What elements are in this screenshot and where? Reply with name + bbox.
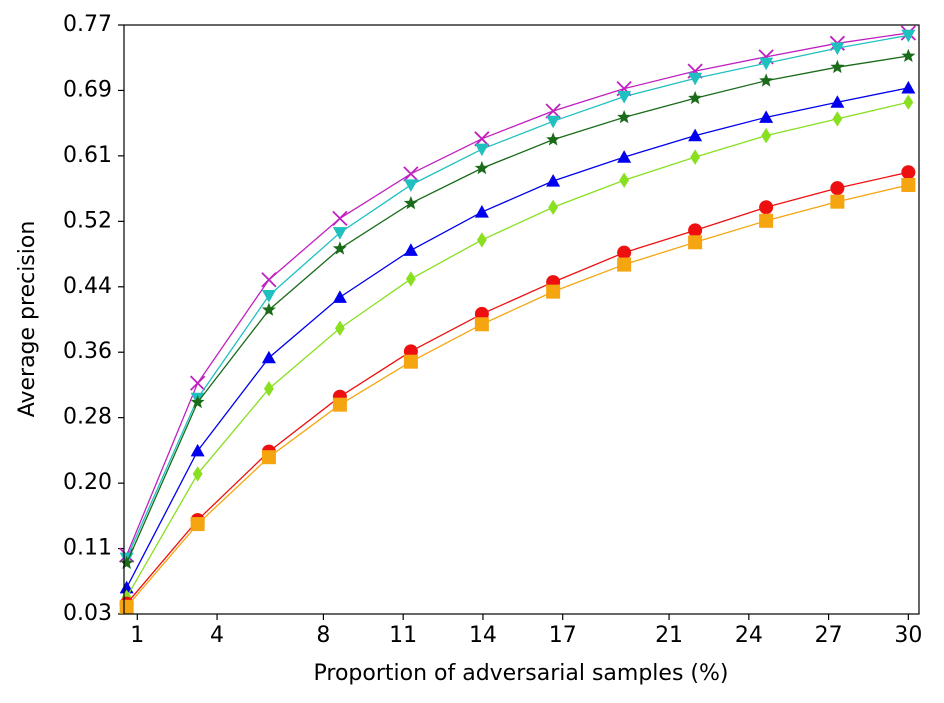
marker — [617, 91, 632, 104]
y-tick-label: 0.11 — [63, 536, 112, 561]
marker — [901, 165, 916, 180]
marker — [261, 350, 276, 364]
series-line — [126, 34, 909, 559]
marker — [617, 257, 632, 272]
marker — [476, 232, 487, 248]
x-tick-label: 30 — [894, 623, 922, 648]
marker — [405, 271, 416, 287]
marker — [546, 284, 561, 299]
marker — [332, 227, 347, 240]
y-tick-label: 0.44 — [63, 274, 112, 299]
y-tick-label: 0.03 — [63, 601, 112, 626]
marker — [334, 320, 345, 336]
series-line — [126, 87, 909, 589]
marker — [903, 94, 914, 110]
marker — [264, 381, 274, 397]
marker — [332, 241, 347, 255]
marker — [119, 555, 134, 570]
marker — [901, 29, 916, 43]
marker — [832, 111, 843, 127]
marker — [759, 200, 774, 215]
y-tick-label: 0.28 — [63, 405, 112, 430]
marker — [830, 181, 845, 196]
x-tick-label: 8 — [316, 623, 330, 648]
y-tick-label: 0.36 — [63, 339, 112, 364]
marker — [901, 80, 916, 94]
x-tick-label: 27 — [815, 623, 843, 648]
marker — [474, 205, 489, 218]
marker — [261, 302, 276, 316]
marker — [546, 132, 561, 146]
series-line — [126, 184, 909, 608]
x-tick-label: 17 — [549, 623, 577, 648]
marker — [403, 179, 418, 192]
marker — [403, 354, 418, 369]
marker — [901, 48, 916, 62]
x-tick-label: 11 — [389, 623, 417, 648]
marker — [190, 443, 205, 457]
marker — [617, 150, 632, 163]
marker — [474, 160, 489, 175]
marker — [474, 143, 489, 157]
marker — [688, 235, 703, 250]
x-tick-label: 24 — [735, 623, 763, 648]
marker — [761, 127, 772, 144]
x-axis-label: Proportion of adversarial samples (%) — [314, 661, 729, 686]
marker — [690, 149, 701, 165]
marker — [545, 103, 561, 119]
y-axis-label: Average precision — [15, 221, 40, 418]
marker — [261, 272, 277, 288]
marker — [403, 195, 418, 210]
marker — [261, 290, 276, 303]
marker — [190, 375, 206, 391]
marker — [688, 223, 703, 238]
marker — [332, 210, 348, 227]
y-tick-label: 0.69 — [63, 77, 112, 102]
marker — [830, 194, 845, 209]
marker — [759, 110, 774, 123]
series-line — [126, 55, 909, 564]
x-tick-label: 1 — [130, 623, 144, 648]
y-tick-label: 0.77 — [63, 12, 112, 37]
marker — [759, 57, 774, 71]
marker — [688, 72, 703, 86]
marker — [619, 172, 630, 188]
marker — [332, 397, 347, 412]
marker — [261, 450, 276, 465]
y-tick-label: 0.61 — [63, 143, 112, 168]
marker — [617, 245, 632, 260]
marker — [688, 90, 703, 105]
marker — [474, 317, 489, 332]
marker — [332, 290, 347, 303]
marker — [119, 599, 134, 614]
marker — [759, 213, 774, 228]
marker — [688, 128, 703, 142]
x-tick-label: 14 — [469, 623, 497, 648]
series-line — [126, 101, 909, 598]
marker — [830, 95, 845, 108]
marker — [192, 466, 203, 482]
marker — [617, 109, 632, 124]
marker — [190, 394, 205, 409]
plot-frame — [123, 24, 920, 615]
marker — [546, 174, 561, 187]
series-line — [126, 171, 909, 605]
x-tick-label: 4 — [210, 623, 224, 648]
marker — [474, 131, 490, 147]
marker — [759, 73, 774, 87]
marker — [830, 42, 845, 56]
series-line — [126, 32, 909, 556]
y-tick-label: 0.20 — [63, 470, 112, 495]
x-tick-label: 21 — [655, 623, 683, 648]
marker — [546, 115, 561, 129]
marker — [830, 59, 845, 74]
y-tick-label: 0.52 — [63, 208, 112, 233]
marker — [190, 517, 205, 532]
marker — [403, 243, 418, 256]
marker — [901, 177, 916, 192]
marker — [403, 166, 419, 182]
marker — [548, 199, 559, 215]
